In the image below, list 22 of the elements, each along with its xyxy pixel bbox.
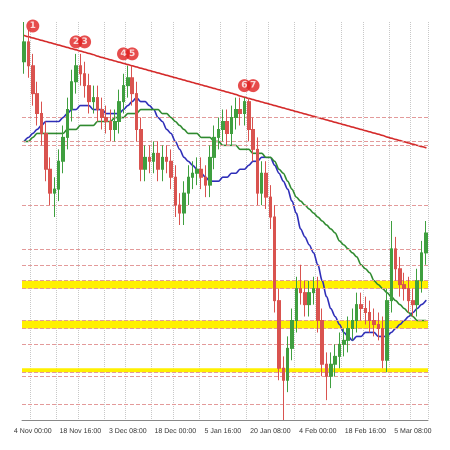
series-label: 4: [120, 48, 127, 59]
candlestick: [152, 140, 155, 174]
candlestick: [260, 160, 263, 206]
series-label: 6: [241, 80, 248, 91]
series-label: 3: [81, 36, 88, 47]
candlestick: [359, 292, 363, 321]
candlestick: [143, 144, 147, 182]
candlestick: [225, 109, 229, 146]
candlestick: [22, 22, 26, 74]
candlestick: [148, 144, 151, 174]
candlestick: [156, 140, 160, 182]
candlestick: [195, 156, 199, 186]
candlestick: [161, 144, 164, 182]
series-label: 7: [250, 80, 256, 91]
series-label: 5: [129, 48, 136, 59]
candlestick: [307, 280, 311, 318]
candlestick: [381, 316, 384, 369]
candlestick: [238, 97, 242, 126]
candlestick: [92, 85, 95, 114]
candlestick: [243, 97, 246, 126]
series-label: 2: [72, 36, 80, 47]
series-label: 1: [30, 20, 36, 31]
